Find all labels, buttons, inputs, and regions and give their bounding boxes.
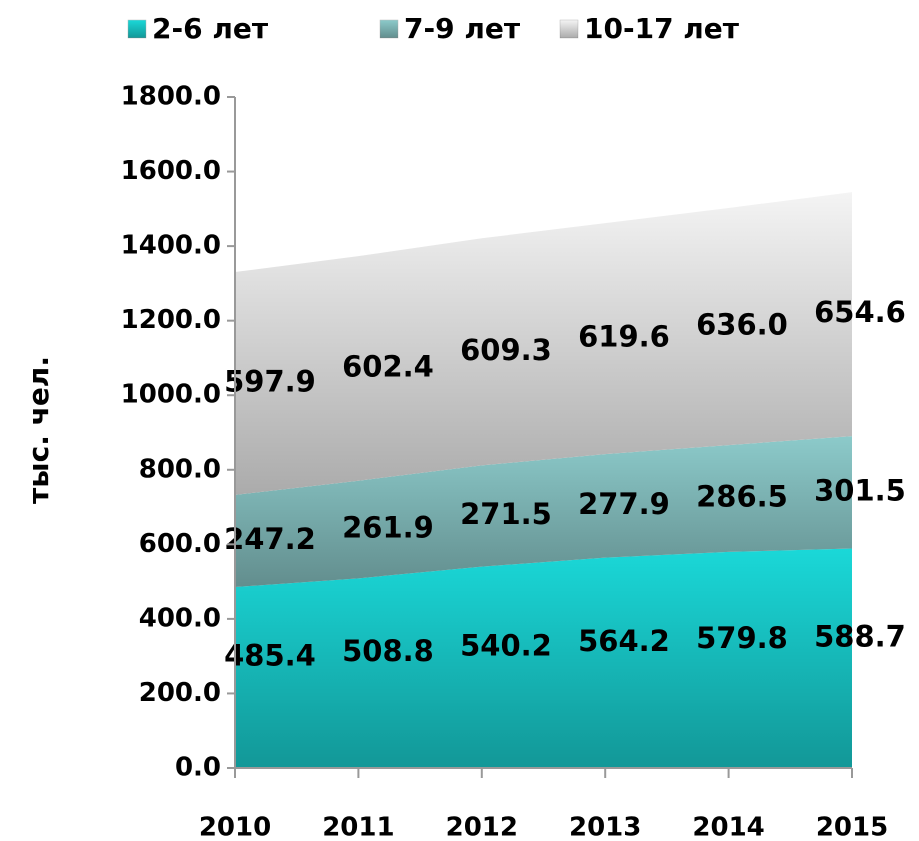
data-label: 286.5 [696, 479, 788, 513]
data-label: 301.5 [814, 473, 906, 507]
y-tick-label: 400.0 [139, 603, 221, 633]
x-tick-label: 2013 [569, 813, 641, 841]
data-label: 271.5 [460, 497, 552, 531]
data-label: 602.4 [342, 349, 434, 383]
y-tick-label: 0.0 [175, 753, 221, 783]
data-label: 579.8 [696, 621, 788, 655]
legend-label: 10-17 лет [584, 12, 740, 45]
area-shade [235, 436, 852, 588]
y-tick-label: 600.0 [139, 529, 221, 559]
area-shade [235, 548, 852, 768]
data-label: 540.2 [460, 628, 552, 662]
data-label: 247.2 [224, 522, 316, 556]
data-label: 609.3 [460, 333, 552, 367]
y-tick-label: 1600.0 [121, 156, 221, 186]
data-label: 636.0 [696, 308, 788, 342]
data-label: 588.7 [814, 619, 906, 653]
y-tick-label: 1000.0 [121, 380, 221, 410]
data-label: 654.6 [814, 295, 906, 329]
data-label: 261.9 [342, 511, 434, 545]
data-label: 597.9 [224, 364, 316, 398]
legend-swatch-shade [560, 20, 578, 38]
legend-swatch-shade [380, 20, 398, 38]
legend-swatch-shade [128, 20, 146, 38]
y-axis-label: тыс. чел. [22, 356, 55, 504]
y-tick-label: 1400.0 [121, 231, 221, 261]
data-label: 619.6 [578, 320, 670, 354]
area-shade [235, 192, 852, 495]
legend-label: 7-9 лет [404, 12, 521, 45]
data-label: 277.9 [578, 487, 670, 521]
legend-label: 2-6 лет [152, 12, 269, 45]
x-tick-label: 2011 [322, 813, 394, 841]
x-tick-label: 2015 [816, 813, 888, 841]
y-tick-label: 1200.0 [121, 305, 221, 335]
data-label: 485.4 [224, 639, 316, 673]
y-tick-label: 1800.0 [121, 82, 221, 112]
x-tick-label: 2014 [692, 813, 764, 841]
y-tick-label: 200.0 [139, 678, 221, 708]
y-tick-label: 800.0 [139, 454, 221, 484]
data-label: 564.2 [578, 624, 670, 658]
data-label: 508.8 [342, 634, 434, 668]
x-tick-label: 2012 [446, 813, 518, 841]
x-tick-label: 2010 [199, 813, 271, 841]
